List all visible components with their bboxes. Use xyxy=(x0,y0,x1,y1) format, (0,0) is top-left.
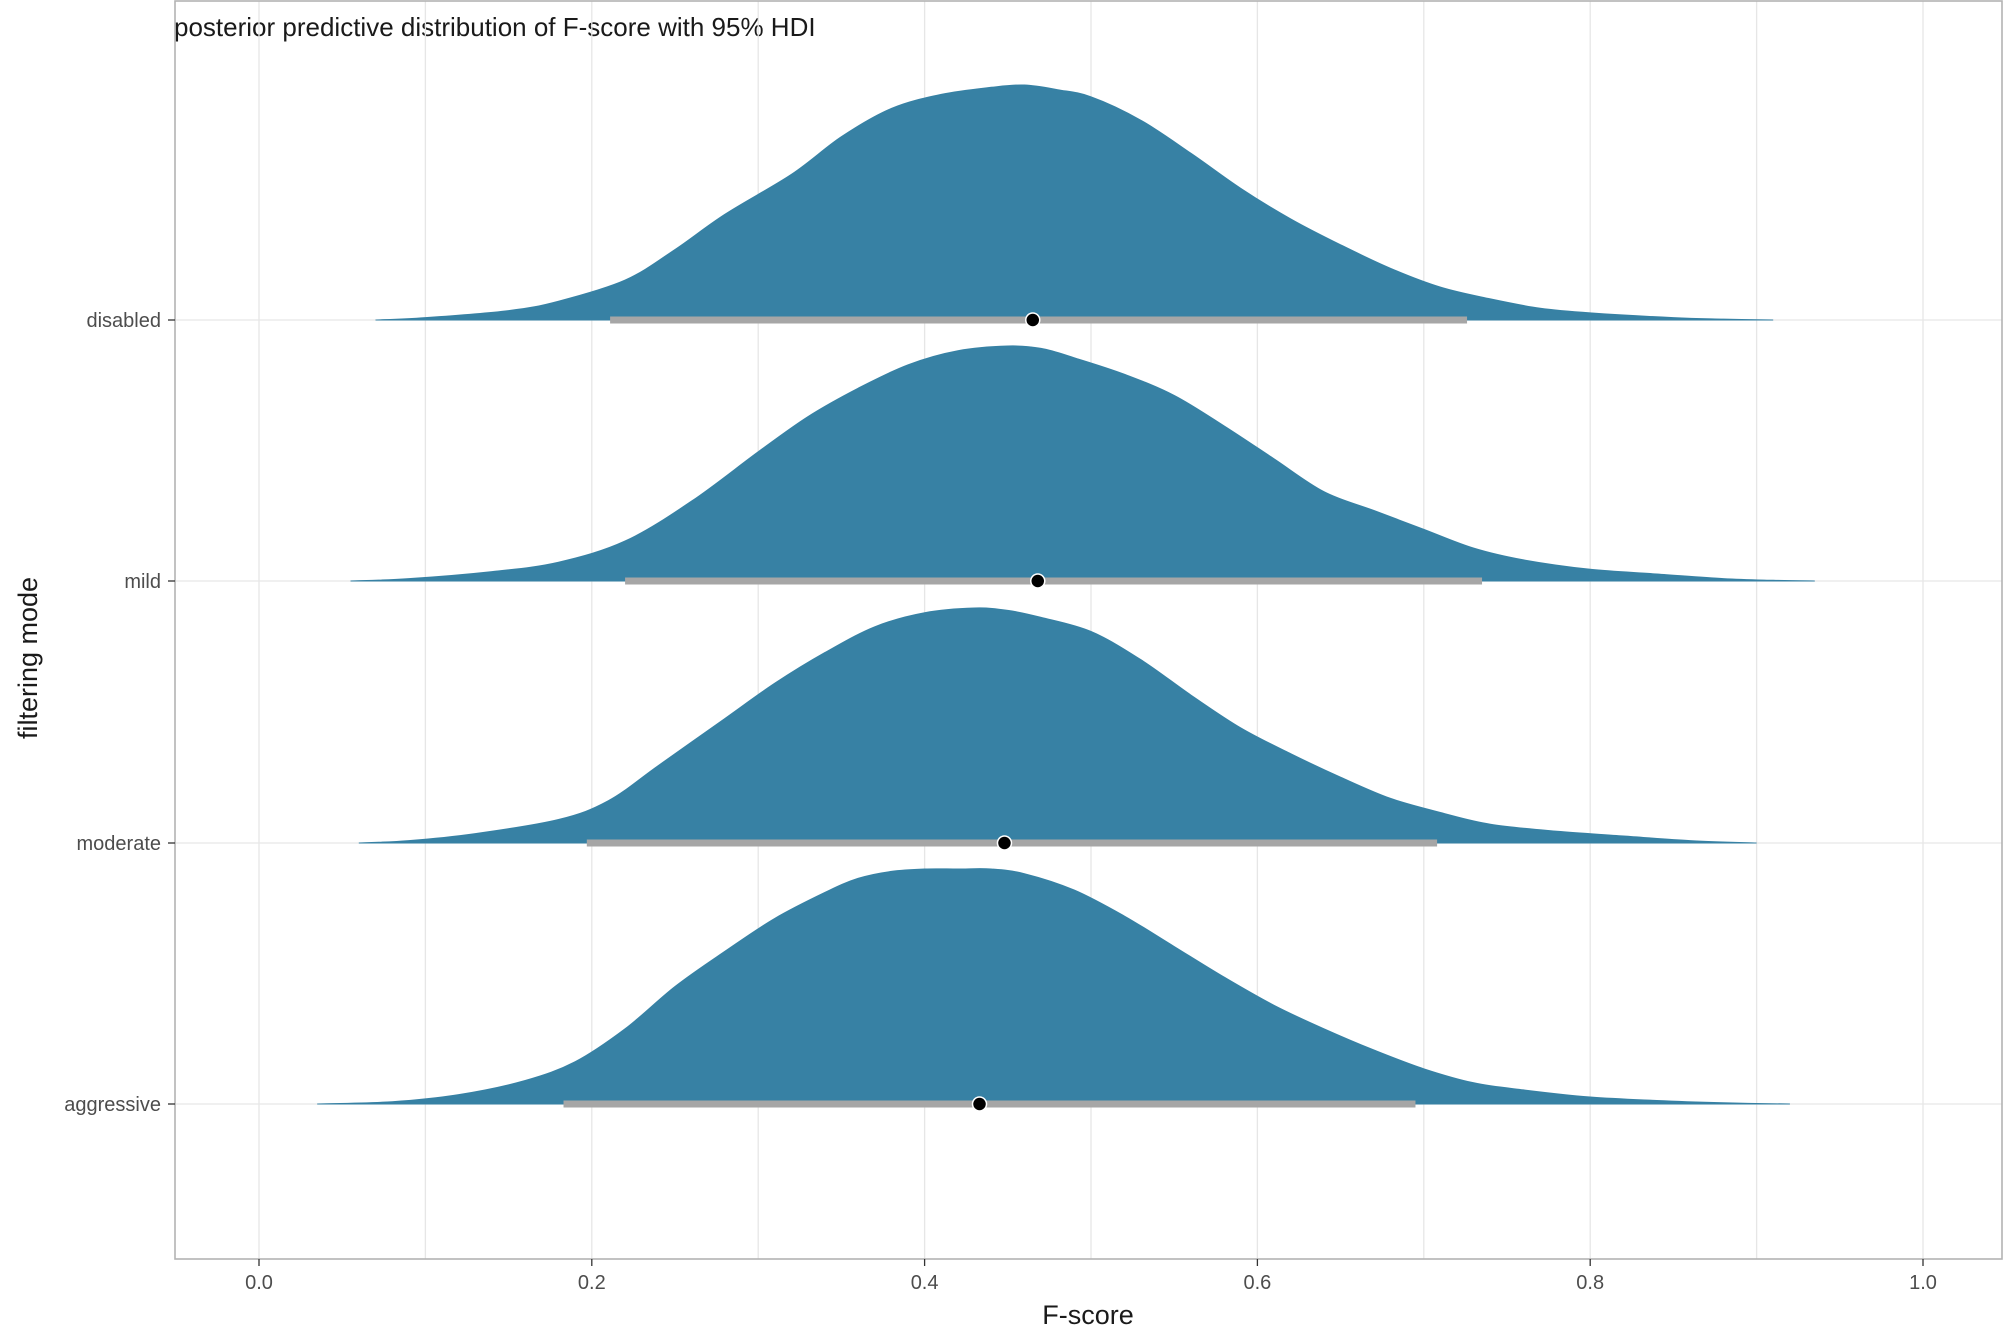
chart-title: posterior predictive distribution of F-s… xyxy=(174,12,816,42)
y-axis-title: filtering mode xyxy=(13,577,43,739)
point-estimates xyxy=(971,312,1046,1112)
x-tick-label: 0.6 xyxy=(1243,1272,1271,1294)
x-tick-label: 0.2 xyxy=(578,1272,606,1294)
x-tick-label: 1.0 xyxy=(1909,1272,1937,1294)
density-ridge-disabled xyxy=(375,84,1774,321)
point-estimate-aggressive xyxy=(971,1096,988,1112)
y-axis: disabled mild moderate aggressive xyxy=(64,310,175,1116)
density-ridge-mild xyxy=(350,345,1815,582)
point-estimate-disabled xyxy=(1025,312,1041,328)
density-ridge-aggressive xyxy=(317,868,1790,1105)
y-tick-label: disabled xyxy=(86,310,161,332)
x-axis: 0.0 0.2 0.4 0.6 0.8 1.0 xyxy=(245,1259,1937,1294)
x-tick-label: 0.4 xyxy=(911,1272,939,1294)
x-tick-label: 0.8 xyxy=(1576,1272,1604,1294)
point-estimate-mild xyxy=(1030,573,1046,589)
panel-border xyxy=(174,0,2003,1260)
y-tick-label: mild xyxy=(124,571,161,593)
density-ridge-moderate xyxy=(358,607,1757,844)
y-tick-label: aggressive xyxy=(64,1094,161,1116)
y-tick-label: moderate xyxy=(77,833,162,855)
density-ridges xyxy=(317,84,1815,1105)
point-estimate-moderate xyxy=(996,835,1013,851)
x-axis-title: F-score xyxy=(1042,1300,1134,1330)
x-tick-label: 0.0 xyxy=(245,1272,273,1294)
